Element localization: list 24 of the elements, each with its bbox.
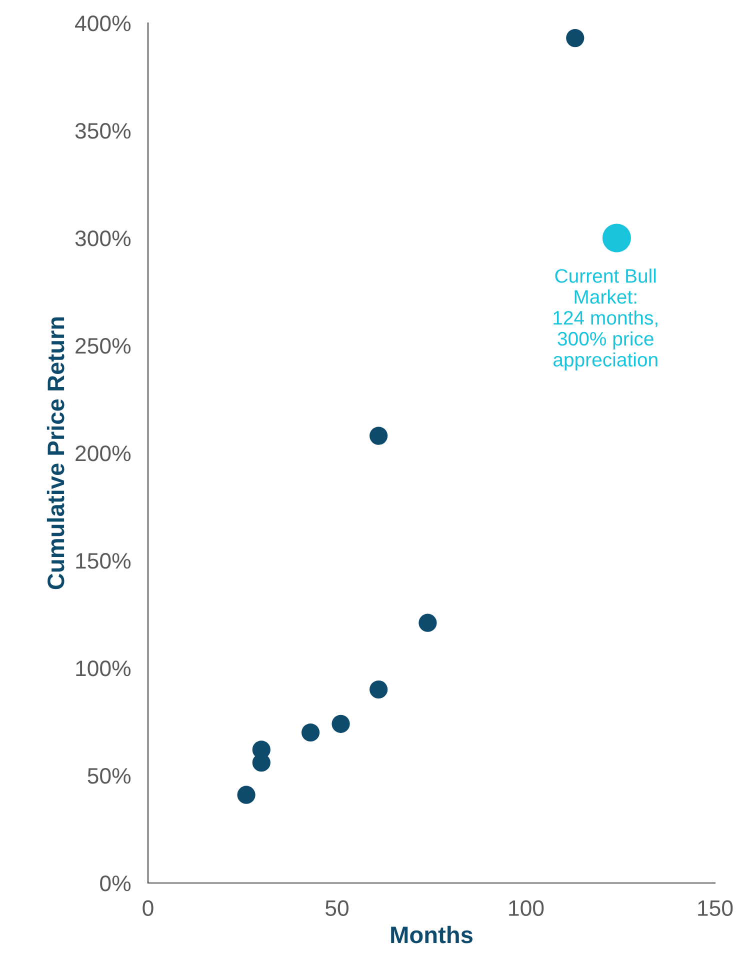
y-tick-label: 400%	[75, 16, 131, 32]
y-tick-label: 50%	[88, 768, 131, 784]
point	[370, 426, 388, 445]
point	[332, 714, 350, 733]
point	[566, 28, 584, 48]
x-tick-label: 0	[142, 900, 154, 916]
point	[237, 786, 256, 804]
y-tick-label: 300%	[75, 230, 131, 246]
x-tick-label: 50	[326, 900, 348, 916]
y-tick-label: 100%	[76, 660, 131, 676]
y-tick-label: 350%	[75, 123, 131, 139]
y-tick-label: 0%	[100, 876, 131, 892]
point	[418, 614, 437, 632]
y-tick-label: 200%	[76, 446, 131, 462]
point	[301, 723, 320, 742]
y-tick-label: 250%	[76, 338, 131, 354]
point	[370, 680, 388, 699]
x-tick-label: 100	[509, 900, 544, 916]
x-tick-label: 150	[698, 900, 733, 916]
annotation: Current Bull Market: 124 months, 300% price appreciation	[553, 268, 658, 370]
y-axis-title: Cumulative Price Return	[46, 317, 64, 590]
x-axis-title: Months	[391, 926, 472, 944]
point	[602, 224, 631, 252]
y-tick-label: 150%	[76, 553, 131, 569]
